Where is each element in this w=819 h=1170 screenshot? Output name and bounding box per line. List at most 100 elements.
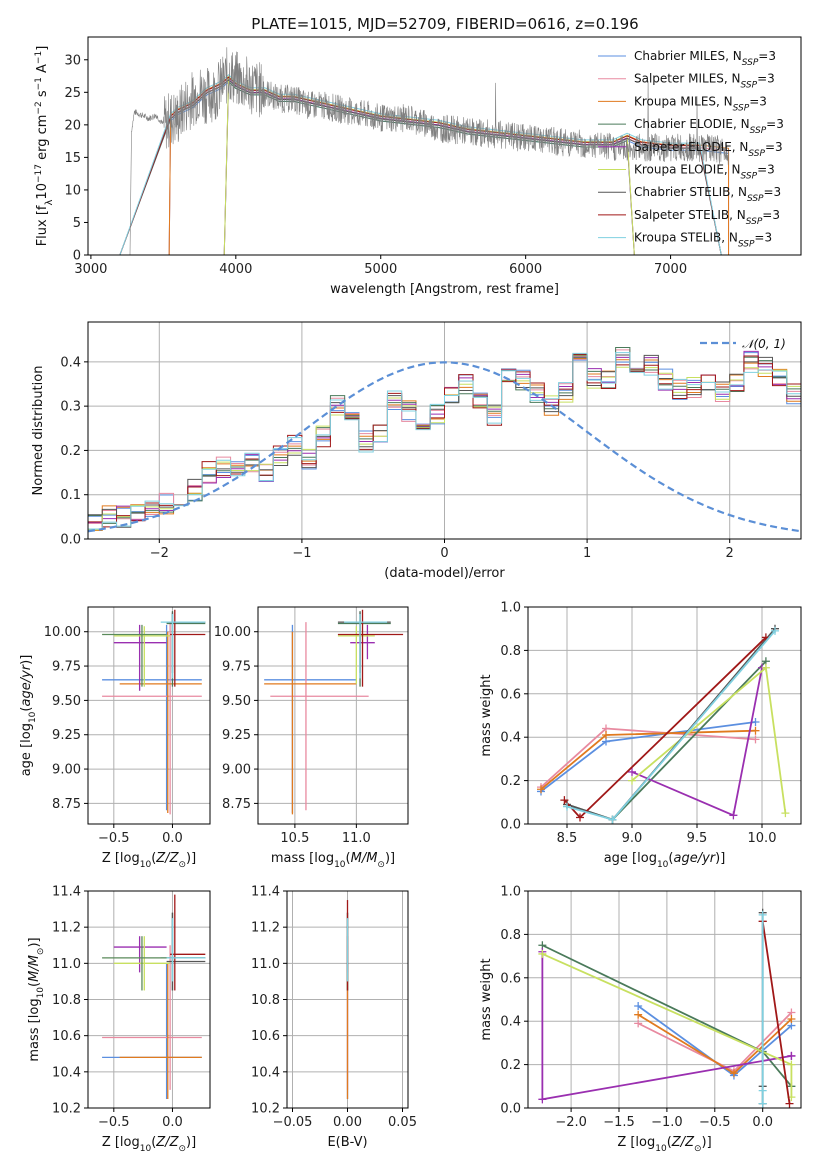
errorbar-point [102, 963, 202, 1099]
label-part: M/M [27, 955, 42, 982]
errorbar-point [119, 631, 202, 814]
x-tick-label: 0.05 [388, 1115, 417, 1130]
plus-marker [563, 802, 571, 811]
label-part: mass [log [27, 998, 42, 1061]
errorbar-point [102, 945, 202, 1090]
x-axis-label: E(B-V) [327, 1135, 367, 1150]
plus-marker [751, 735, 760, 744]
plus-marker [751, 718, 760, 727]
y-tick-label: 9.00 [222, 763, 251, 778]
y-axis-label: Normed distribution [31, 366, 46, 496]
label-part: −1 [34, 77, 44, 90]
plus-marker [628, 767, 636, 776]
y-tick-label: 0.4 [500, 1015, 521, 1030]
y-axis-label: mass weight [479, 674, 494, 756]
label-part: Chabrier STELIB, N [634, 185, 747, 199]
x-tick-label: 3000 [74, 262, 107, 277]
plus-marker [761, 663, 770, 672]
label-part: =3 [764, 185, 782, 199]
y-tick-label: 10 [64, 183, 81, 198]
histogram-step [88, 352, 801, 530]
plus-marker [785, 1099, 794, 1108]
y-tick-label: 10.8 [52, 993, 81, 1008]
y-axis-label: Flux [fλ10−17 erg cm−2 s−1 A−1] [34, 46, 55, 247]
plus-marker [787, 1051, 796, 1060]
errorbar-point [160, 613, 206, 679]
legend-label: Salpeter STELIB, NSSP=3 [634, 208, 780, 227]
histogram-step [88, 352, 801, 517]
label-part: SSP [741, 172, 758, 182]
model-line [223, 80, 635, 255]
histogram-step [88, 350, 801, 524]
y-tick-label: 11.0 [251, 957, 280, 972]
plus-marker [602, 731, 610, 740]
weight-series [758, 910, 767, 1108]
label-part: SSP [741, 81, 758, 91]
label-part: ⊙ [694, 1144, 702, 1154]
label-part: Z [log [617, 1135, 655, 1150]
legend-label: Chabrier STELIB, NSSP=3 [634, 185, 781, 204]
y-tick-label: 9.75 [52, 660, 81, 675]
label-part: SSP [750, 126, 767, 136]
label-part: 10 [140, 860, 152, 870]
y-tick-label: 5 [73, 216, 81, 231]
legend-label: Kroupa MILES, NSSP=3 [634, 94, 767, 113]
y-tick-label: 9.00 [52, 763, 81, 778]
x-tick-label: 6000 [509, 262, 542, 277]
label-part: ( [151, 851, 156, 866]
y-tick-label: 30 [64, 53, 81, 68]
x-tick-label: 0.0 [162, 831, 183, 846]
plus-marker [538, 949, 547, 958]
label-part: Salpeter STELIB, N [634, 208, 746, 222]
x-tick-label: 9.5 [687, 831, 708, 846]
weight-series [538, 947, 796, 1104]
legend-label: Salpeter MILES, NSSP=3 [634, 72, 775, 91]
y-tick-label: 10.4 [52, 1065, 81, 1080]
axes-frame [87, 36, 802, 256]
label-part: ] [35, 46, 50, 51]
y-tick-label: 11.4 [52, 885, 81, 900]
errorbar-point [170, 894, 206, 991]
x-tick-label: −0.5 [98, 1115, 130, 1130]
histogram-step [88, 355, 801, 531]
label-part: Salpeter ELODIE, N [634, 140, 748, 154]
plus-marker [576, 813, 584, 822]
weight-series [563, 626, 779, 824]
errorbar-point [102, 622, 202, 815]
errorbar-point [264, 624, 357, 814]
spectrum-plot-area [119, 47, 730, 255]
y-tick-label: 11.2 [52, 921, 81, 936]
label-part: −17 [34, 164, 44, 183]
plus-marker [758, 1086, 767, 1095]
x-tick-label: −2.0 [555, 1115, 587, 1130]
y-tick-label: 0.0 [500, 818, 521, 833]
plus-marker [758, 910, 767, 919]
errorbar-point [160, 918, 206, 982]
label-part: 10 [334, 860, 346, 870]
age-vs-mass-panel: 10.5 11.0 8.75 9.00 9.25 9.50 9.75 10.00 mass [l… [214, 606, 409, 870]
label-part: =3 [765, 140, 783, 154]
x-tick-label: 0.00 [333, 1115, 362, 1130]
x-tick-label: 8.5 [557, 831, 578, 846]
x-tick-label: 0.0 [752, 1115, 773, 1130]
label-part: age [log [604, 851, 657, 866]
y-tick-label: 10.4 [251, 1065, 280, 1080]
label-part: 𝒩(0, 1) [742, 337, 786, 351]
label-part: 10 [657, 860, 669, 870]
label-part: M/M [351, 851, 378, 866]
x-tick-label: 10.5 [280, 831, 309, 846]
y-tick-label: 8.75 [222, 797, 251, 812]
x-tick-label: 1 [583, 546, 591, 561]
errorbar-point [270, 622, 369, 811]
y-tick-label: 10.6 [251, 1029, 280, 1044]
model-line [223, 78, 635, 255]
legend-label: Kroupa STELIB, NSSP=3 [634, 231, 772, 250]
y-tick-label: 9.25 [222, 728, 251, 743]
plus-marker [608, 815, 617, 824]
plus-marker [634, 1010, 643, 1019]
x-tick-label: 9.0 [622, 831, 643, 846]
axes-frame [87, 890, 211, 1109]
label-part: ⊙ [377, 860, 385, 870]
x-tick-label: 4000 [219, 262, 252, 277]
